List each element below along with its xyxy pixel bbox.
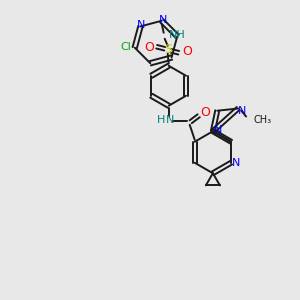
Text: N: N xyxy=(158,15,167,25)
Text: S: S xyxy=(164,43,172,56)
Text: NH: NH xyxy=(169,30,185,40)
Text: N: N xyxy=(232,158,240,168)
Text: H: H xyxy=(157,115,165,125)
Text: Cl: Cl xyxy=(120,42,131,52)
Text: N: N xyxy=(166,115,174,125)
Text: O: O xyxy=(182,45,192,58)
Text: O: O xyxy=(200,106,210,119)
Text: N: N xyxy=(238,106,246,116)
Text: O: O xyxy=(144,41,154,54)
Text: CH₃: CH₃ xyxy=(253,115,271,124)
Text: N: N xyxy=(137,20,146,30)
Text: N: N xyxy=(214,125,222,135)
